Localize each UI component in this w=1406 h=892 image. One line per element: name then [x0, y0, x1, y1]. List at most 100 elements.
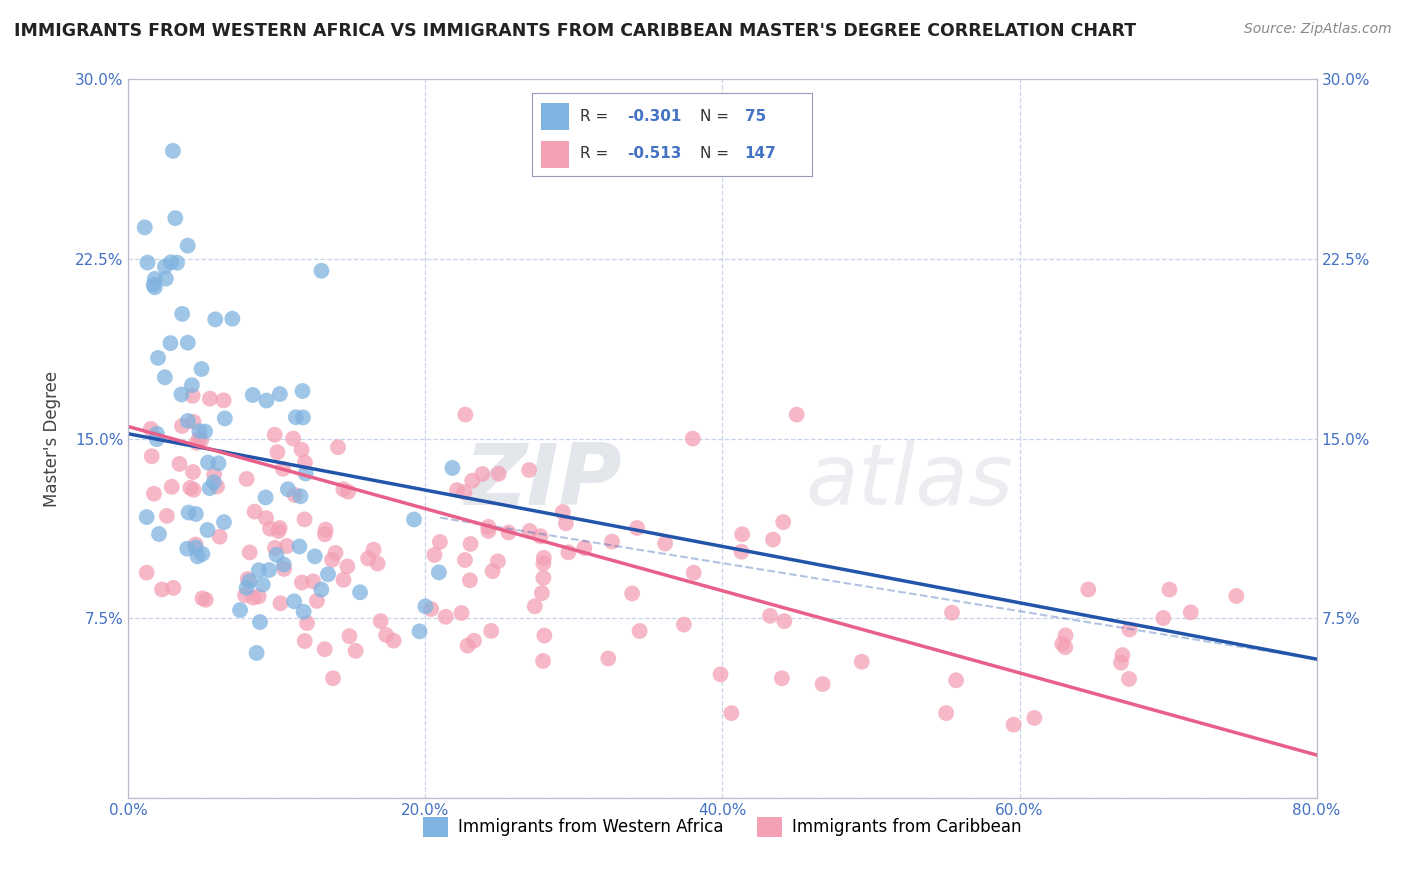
Point: [762, 533, 785, 547]
Point: [191, 547, 214, 561]
Point: [284, 410, 307, 425]
Point: [179, 481, 201, 495]
Point: [245, 646, 267, 660]
Point: [672, 617, 695, 632]
Point: [256, 393, 278, 408]
Point: [720, 706, 742, 720]
Point: [146, 351, 169, 365]
Point: [162, 581, 184, 595]
Point: [160, 255, 183, 269]
Point: [284, 488, 307, 502]
Point: [271, 462, 294, 476]
Point: [254, 491, 277, 505]
Point: [177, 506, 200, 520]
Point: [145, 432, 167, 446]
Point: [935, 706, 957, 720]
Point: [191, 591, 214, 606]
Point: [453, 485, 475, 500]
Point: [429, 535, 451, 549]
Text: IMMIGRANTS FROM WESTERN AFRICA VS IMMIGRANTS FROM CARIBBEAN MASTER'S DEGREE CORR: IMMIGRANTS FROM WESTERN AFRICA VS IMMIGR…: [14, 22, 1136, 40]
Point: [264, 541, 287, 555]
Point: [1152, 611, 1174, 625]
Y-axis label: Master's Degree: Master's Degree: [44, 370, 60, 507]
Point: [170, 387, 193, 401]
Point: [851, 655, 873, 669]
Point: [176, 238, 198, 252]
Point: [363, 542, 385, 557]
Point: [190, 362, 212, 376]
Point: [294, 512, 316, 526]
Point: [166, 256, 188, 270]
Point: [208, 530, 231, 544]
Point: [415, 599, 437, 614]
Point: [479, 624, 502, 638]
Point: [454, 553, 477, 567]
Point: [247, 590, 270, 604]
Point: [773, 614, 796, 628]
Point: [214, 411, 236, 425]
Point: [709, 667, 731, 681]
Point: [375, 628, 398, 642]
Point: [530, 586, 553, 600]
Point: [450, 606, 472, 620]
Point: [269, 596, 291, 610]
Point: [311, 264, 333, 278]
Point: [457, 639, 479, 653]
Point: [235, 581, 257, 595]
Point: [314, 642, 336, 657]
Point: [434, 609, 457, 624]
Point: [183, 483, 205, 497]
Point: [202, 467, 225, 482]
Point: [315, 523, 337, 537]
Point: [460, 537, 482, 551]
Point: [294, 456, 316, 470]
Point: [269, 387, 291, 401]
Point: [197, 456, 219, 470]
Text: Source: ZipAtlas.com: Source: ZipAtlas.com: [1244, 22, 1392, 37]
Point: [276, 539, 298, 553]
Point: [181, 389, 204, 403]
Point: [427, 566, 450, 580]
Point: [533, 628, 555, 642]
Point: [477, 524, 499, 538]
Point: [153, 370, 176, 384]
Point: [146, 426, 169, 441]
Point: [291, 410, 314, 425]
Point: [1054, 628, 1077, 642]
Point: [454, 408, 477, 422]
Point: [197, 523, 219, 537]
Point: [184, 537, 207, 551]
Point: [177, 335, 200, 350]
Point: [811, 677, 834, 691]
Point: [288, 540, 311, 554]
Point: [142, 277, 165, 292]
Point: [370, 614, 392, 628]
Point: [205, 479, 228, 493]
Point: [626, 521, 648, 535]
Point: [488, 467, 510, 481]
Point: [229, 603, 252, 617]
Point: [1052, 637, 1074, 651]
Point: [533, 550, 555, 565]
Point: [184, 541, 207, 555]
Text: atlas: atlas: [806, 441, 1014, 524]
Point: [141, 449, 163, 463]
Point: [235, 472, 257, 486]
Point: [259, 522, 281, 536]
Point: [143, 280, 166, 294]
Point: [1225, 589, 1247, 603]
Point: [314, 527, 336, 541]
Point: [257, 563, 280, 577]
Point: [519, 524, 541, 538]
Point: [529, 529, 551, 543]
Point: [531, 557, 554, 571]
Point: [321, 553, 343, 567]
Point: [730, 544, 752, 558]
Point: [770, 671, 793, 685]
Point: [273, 562, 295, 576]
Point: [420, 602, 443, 616]
Point: [322, 671, 344, 685]
Point: [162, 144, 184, 158]
Point: [531, 571, 554, 585]
Point: [304, 549, 326, 564]
